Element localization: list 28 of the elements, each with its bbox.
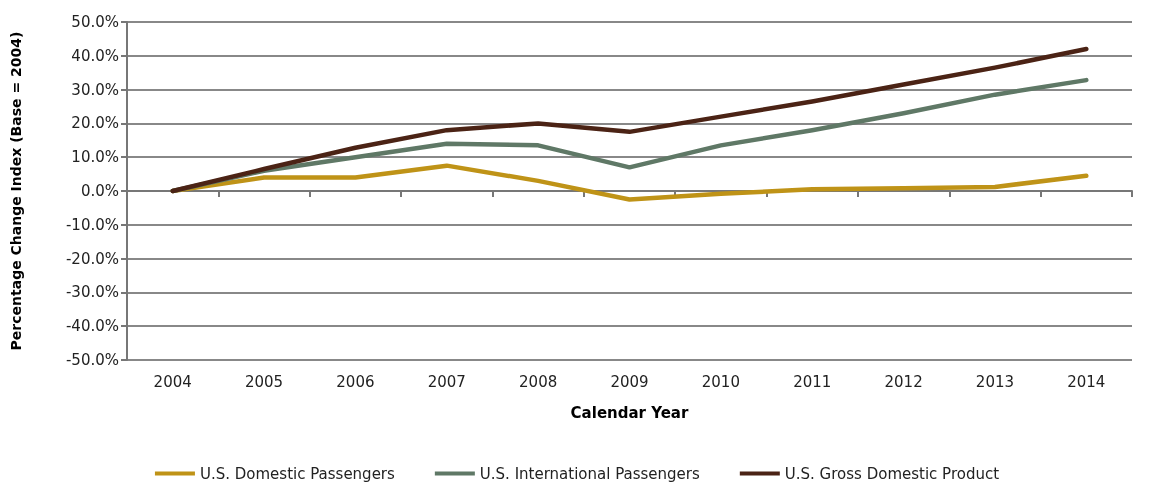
x-tick-label: 2005: [244, 372, 284, 391]
x-tick-label: 2009: [610, 372, 649, 391]
x-axis-title: Calendar Year: [570, 403, 689, 422]
x-tick-label: 2008: [519, 372, 558, 391]
x-tick-label: 2007: [427, 372, 466, 391]
x-tick-label: 2010: [701, 372, 740, 391]
x-tick-label: 2012: [884, 372, 923, 391]
legend-label: U.S. Gross Domestic Product: [784, 464, 1000, 483]
legend-label: U.S. International Passengers: [479, 464, 700, 483]
y-tick-label: -20.0%: [65, 249, 119, 268]
y-tick-label: 0.0%: [80, 182, 119, 200]
legend-label: U.S. Domestic Passengers: [199, 464, 396, 483]
y-tick-label: -30.0%: [65, 283, 119, 302]
y-tick-label: -10.0%: [65, 215, 119, 234]
y-tick-label: -40.0%: [65, 317, 119, 336]
y-tick-label: 30.0%: [71, 80, 119, 99]
x-tick-label: 2011: [793, 372, 832, 391]
x-tick-label: 2013: [975, 372, 1015, 391]
y-axis-title: Percentage Change Index (Base = 2004): [8, 31, 24, 351]
x-tick-label: 2014: [1067, 372, 1106, 391]
y-tick-label: 20.0%: [71, 114, 119, 133]
x-tick-label: 2004: [153, 372, 192, 391]
y-tick-label: -50.0%: [65, 351, 119, 369]
x-tick-label: 2006: [336, 372, 375, 391]
y-tick-label: 50.0%: [71, 13, 119, 31]
line-series: [170, 46, 1089, 194]
y-tick-label: 40.0%: [71, 46, 119, 65]
y-tick-label: 10.0%: [71, 148, 119, 167]
